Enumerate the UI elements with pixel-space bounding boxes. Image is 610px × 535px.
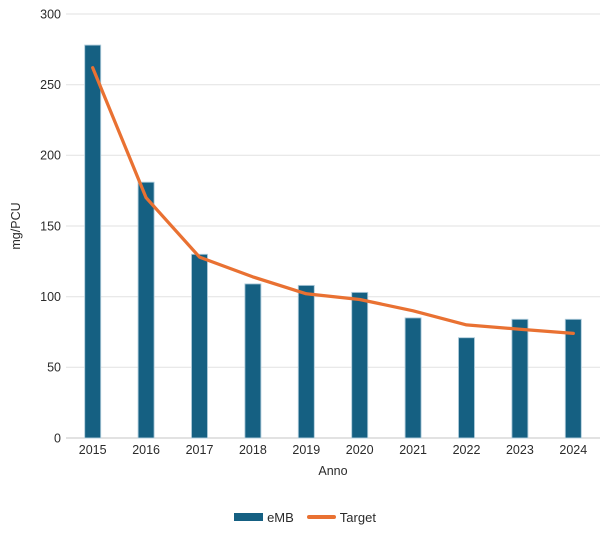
y-tick-label: 50 <box>47 361 61 375</box>
legend-item-emb: eMB <box>234 511 294 524</box>
y-axis-title: mg/PCU <box>9 202 23 249</box>
bar-2016 <box>137 181 155 439</box>
bar-2023 <box>511 318 529 439</box>
bar-2024 <box>564 318 582 439</box>
bar-2019 <box>297 284 315 439</box>
bar-2020 <box>351 291 369 439</box>
x-tick-label: 2022 <box>453 443 481 457</box>
y-tick-label: 250 <box>40 78 61 92</box>
axis-tick-labels: 0 50 100 150 200 250 300 2015 2016 2017 2018 2019 20… <box>40 7 587 457</box>
x-tick-label: 2020 <box>346 443 374 457</box>
legend-swatch-line <box>306 515 336 519</box>
gridlines-group <box>66 13 600 439</box>
legend-swatch-bar <box>234 513 264 521</box>
bars-group <box>84 44 582 439</box>
y-tick-label: 0 <box>54 431 61 445</box>
bar-2021 <box>404 317 422 439</box>
legend-item-target: Target <box>306 509 376 525</box>
x-tick-label: 2023 <box>506 443 534 457</box>
bar-2022 <box>458 337 475 439</box>
y-tick-label: 300 <box>40 7 61 21</box>
target-line-group <box>91 66 575 336</box>
legend-label-emb: eMB <box>267 509 294 525</box>
legend: eMB Target <box>0 508 610 526</box>
y-tick-label: 150 <box>40 219 61 233</box>
bar-2015 <box>84 44 102 439</box>
x-tick-label: 2017 <box>186 443 214 457</box>
legend-label-target: Target <box>339 509 376 525</box>
target-line <box>91 66 575 336</box>
x-tick-label: 2016 <box>132 443 160 457</box>
x-tick-label: 2021 <box>399 443 427 457</box>
x-tick-label: 2024 <box>559 443 587 457</box>
x-tick-label: 2019 <box>292 443 320 457</box>
y-tick-label: 100 <box>40 290 61 304</box>
y-tick-label: 200 <box>40 149 61 163</box>
x-axis-title: Anno <box>318 464 347 478</box>
bar-2017 <box>191 253 208 439</box>
x-tick-label: 2018 <box>239 443 267 457</box>
bar-2018 <box>244 283 262 439</box>
x-tick-label: 2015 <box>79 443 107 457</box>
